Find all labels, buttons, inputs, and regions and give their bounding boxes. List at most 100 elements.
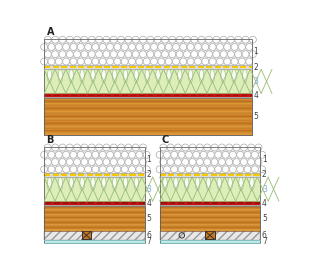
Circle shape	[200, 151, 207, 158]
Circle shape	[106, 58, 113, 65]
Circle shape	[163, 166, 170, 173]
Circle shape	[205, 36, 212, 43]
Bar	[114, 95, 119, 96]
Bar	[44, 177, 145, 201]
Circle shape	[96, 144, 103, 151]
Ellipse shape	[134, 69, 139, 83]
Ellipse shape	[167, 69, 171, 83]
Circle shape	[202, 58, 209, 65]
Circle shape	[193, 151, 200, 158]
Circle shape	[63, 166, 70, 173]
Circle shape	[121, 58, 128, 65]
Bar	[44, 222, 145, 223]
Circle shape	[136, 151, 143, 158]
Circle shape	[169, 51, 176, 58]
Bar	[138, 66, 144, 68]
Circle shape	[55, 166, 62, 173]
Bar	[44, 126, 252, 128]
Circle shape	[163, 151, 170, 158]
Circle shape	[55, 151, 62, 158]
Bar	[44, 240, 145, 243]
Circle shape	[125, 36, 132, 43]
Bar	[160, 214, 260, 216]
Circle shape	[173, 58, 179, 65]
Circle shape	[140, 51, 147, 58]
Bar	[121, 173, 127, 176]
Bar	[44, 214, 145, 216]
Ellipse shape	[123, 69, 128, 83]
Circle shape	[136, 58, 143, 65]
Circle shape	[77, 151, 84, 158]
Bar	[160, 229, 260, 230]
Bar	[44, 39, 252, 135]
Text: A: A	[46, 27, 54, 38]
Circle shape	[85, 58, 92, 65]
Circle shape	[41, 43, 48, 50]
Bar	[202, 173, 209, 176]
Circle shape	[158, 58, 165, 65]
Bar	[160, 227, 260, 228]
Bar	[138, 173, 144, 176]
Circle shape	[233, 158, 240, 165]
Circle shape	[110, 144, 117, 151]
Ellipse shape	[250, 177, 254, 190]
Circle shape	[244, 151, 251, 158]
Ellipse shape	[210, 69, 215, 83]
Text: 5: 5	[146, 214, 151, 223]
Bar	[238, 202, 243, 204]
Circle shape	[125, 144, 132, 151]
Bar	[112, 66, 118, 68]
Circle shape	[96, 36, 103, 43]
Circle shape	[81, 144, 88, 151]
Circle shape	[194, 43, 201, 50]
Circle shape	[154, 36, 161, 43]
Circle shape	[259, 166, 266, 173]
Text: 1: 1	[253, 48, 258, 57]
Circle shape	[251, 151, 258, 158]
Circle shape	[136, 43, 143, 50]
Bar	[180, 66, 187, 68]
Circle shape	[85, 166, 92, 173]
Bar	[44, 230, 145, 240]
Bar	[53, 173, 59, 176]
Bar	[114, 202, 119, 204]
Bar	[173, 95, 179, 96]
Circle shape	[161, 36, 168, 43]
Circle shape	[114, 58, 121, 65]
Bar	[204, 230, 216, 231]
Bar	[80, 95, 85, 96]
Circle shape	[185, 166, 192, 173]
Circle shape	[176, 51, 183, 58]
Ellipse shape	[145, 69, 149, 83]
Bar	[44, 98, 252, 135]
Bar	[44, 207, 145, 208]
Circle shape	[160, 144, 167, 151]
Bar	[44, 111, 252, 113]
Circle shape	[205, 51, 212, 58]
Bar	[44, 118, 252, 120]
Circle shape	[154, 51, 161, 58]
Circle shape	[129, 58, 136, 65]
Ellipse shape	[173, 177, 178, 190]
Circle shape	[70, 58, 77, 65]
Circle shape	[66, 158, 73, 165]
Circle shape	[132, 51, 139, 58]
Circle shape	[244, 166, 251, 173]
Bar	[185, 173, 191, 176]
Circle shape	[207, 166, 214, 173]
Circle shape	[96, 51, 103, 58]
Circle shape	[52, 144, 59, 151]
Bar	[122, 202, 128, 204]
Bar	[212, 202, 218, 204]
Circle shape	[211, 158, 218, 165]
Circle shape	[182, 158, 189, 165]
Circle shape	[211, 144, 218, 151]
Bar	[139, 95, 145, 96]
Text: 4: 4	[146, 199, 151, 207]
Circle shape	[204, 144, 211, 151]
Circle shape	[48, 151, 55, 158]
Ellipse shape	[47, 69, 52, 83]
Bar	[131, 202, 137, 204]
Bar	[44, 39, 252, 65]
Ellipse shape	[112, 177, 117, 190]
